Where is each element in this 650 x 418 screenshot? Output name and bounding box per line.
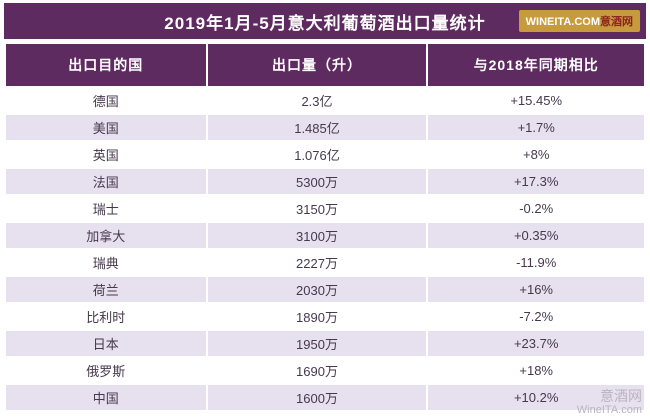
table-header: 出口目的国 出口量（升） 与2018年同期相比 (4, 42, 646, 88)
change-cell: +0.35% (426, 221, 646, 250)
change-cell: +10.2% (426, 383, 646, 412)
volume-cell: 2227万 (205, 248, 429, 277)
volume-cell: 3150万 (205, 194, 429, 223)
table-body: 德国 2.3亿 +15.45% 美国 1.485亿 +1.7% 英国 1.076亿 +8% 法国 5… (4, 86, 646, 412)
destination-cell: 比利时 (4, 302, 208, 331)
change-cell: +23.7% (426, 329, 646, 358)
table-row: 日本 1950万 +23.7% (4, 329, 646, 358)
volume-cell: 2030万 (205, 275, 429, 304)
table-row: 加拿大 3100万 +0.35% (4, 221, 646, 250)
wineita-logo: WINEITA.COM意酒网 (518, 10, 640, 32)
volume-cell: 1.485亿 (205, 113, 429, 142)
volume-cell: 3100万 (205, 221, 429, 250)
volume-cell: 1890万 (205, 302, 429, 331)
logo-text-cn: 意酒网 (600, 16, 633, 28)
page-title: 2019年1月-5月意大利葡萄酒出口量统计 (164, 13, 486, 33)
change-cell: +1.7% (426, 113, 646, 142)
destination-cell: 瑞士 (4, 194, 208, 223)
table-row: 荷兰 2030万 +16% (4, 275, 646, 304)
volume-cell: 1.076亿 (205, 140, 429, 169)
destination-cell: 瑞典 (4, 248, 208, 277)
col-header-destination: 出口目的国 (4, 42, 208, 88)
destination-cell: 加拿大 (4, 221, 208, 250)
change-cell: +18% (426, 356, 646, 385)
destination-cell: 英国 (4, 140, 208, 169)
col-header-volume: 出口量（升） (205, 42, 429, 88)
table-row: 英国 1.076亿 +8% (4, 140, 646, 169)
logo-text-en: WINEITA.COM (525, 16, 600, 28)
table-row: 俄罗斯 1690万 +18% (4, 356, 646, 385)
table-row: 瑞士 3150万 -0.2% (4, 194, 646, 223)
volume-cell: 1600万 (205, 383, 429, 412)
change-cell: -7.2% (426, 302, 646, 331)
table-row: 比利时 1890万 -7.2% (4, 302, 646, 331)
destination-cell: 中国 (4, 383, 208, 412)
destination-cell: 日本 (4, 329, 208, 358)
destination-cell: 俄罗斯 (4, 356, 208, 385)
destination-cell: 美国 (4, 113, 208, 142)
change-cell: +16% (426, 275, 646, 304)
col-header-change: 与2018年同期相比 (426, 42, 646, 88)
header-row: 出口目的国 出口量（升） 与2018年同期相比 (4, 42, 646, 88)
change-cell: +8% (426, 140, 646, 169)
table-row: 法国 5300万 +17.3% (4, 167, 646, 196)
change-cell: +15.45% (426, 86, 646, 115)
destination-cell: 法国 (4, 167, 208, 196)
volume-cell: 1950万 (205, 329, 429, 358)
volume-cell: 2.3亿 (205, 86, 429, 115)
table-row: 德国 2.3亿 +15.45% (4, 86, 646, 115)
table-row: 瑞典 2227万 -11.9% (4, 248, 646, 277)
title-bar: 2019年1月-5月意大利葡萄酒出口量统计 WINEITA.COM意酒网 (4, 3, 646, 39)
table-row: 美国 1.485亿 +1.7% (4, 113, 646, 142)
volume-cell: 1690万 (205, 356, 429, 385)
destination-cell: 荷兰 (4, 275, 208, 304)
change-cell: -11.9% (426, 248, 646, 277)
export-table: 出口目的国 出口量（升） 与2018年同期相比 德国 2.3亿 +15.45% 美国 1… (4, 42, 646, 412)
volume-cell: 5300万 (205, 167, 429, 196)
destination-cell: 德国 (4, 86, 208, 115)
change-cell: -0.2% (426, 194, 646, 223)
table-row: 中国 1600万 +10.2% (4, 383, 646, 412)
change-cell: +17.3% (426, 167, 646, 196)
